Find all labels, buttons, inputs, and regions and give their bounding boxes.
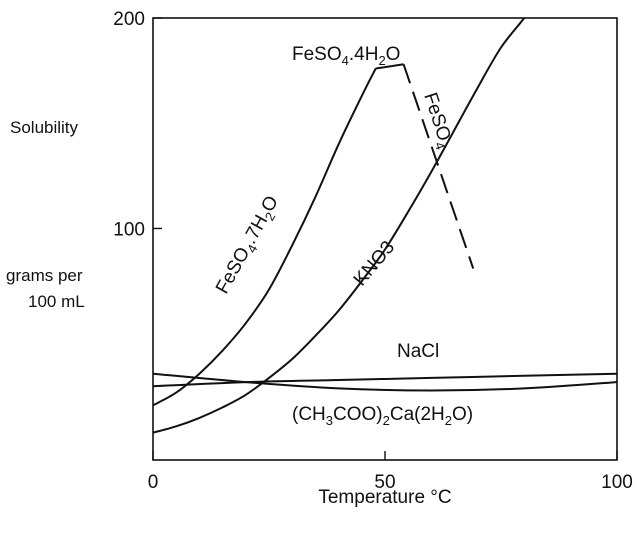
series-line-fe7: [153, 68, 377, 407]
y-axis-label-line-2: grams per: [6, 266, 83, 285]
x-axis-label: Temperature °C: [318, 487, 451, 508]
curve-label-nacl: NaCl: [397, 341, 439, 362]
axes: 0 50 100 100 200: [113, 9, 633, 493]
y-tick-label: 200: [113, 9, 145, 30]
y-tick-label: 100: [113, 219, 145, 240]
curve-label-calcium-acetate: (CH3COO)2Ca(2H2O): [292, 404, 473, 428]
series-line-fe4: [375, 63, 404, 70]
series-line-fe_anh: [402, 63, 475, 269]
series-line-caac: [153, 372, 617, 392]
x-tick-label: 100: [601, 472, 633, 493]
curve-label-fe4: FeSO4.4H2O: [292, 44, 400, 68]
y-axis-label-line-1: Solubility: [10, 118, 79, 137]
x-tick-label: 0: [148, 472, 159, 493]
curves: [153, 18, 617, 434]
x-tick-label: 50: [374, 472, 395, 493]
series-line-kno3: [153, 18, 526, 434]
series-line-nacl: [153, 372, 617, 388]
curve-label-kno3: KNO3: [350, 237, 399, 290]
y-axis-label-line-3: 100 mL: [28, 292, 85, 311]
curve-label-fe7: FeSO4.7H2O: [212, 192, 286, 298]
